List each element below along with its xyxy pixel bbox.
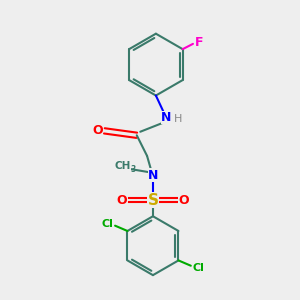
- Text: 3: 3: [130, 165, 136, 174]
- Text: S: S: [147, 193, 158, 208]
- Text: Cl: Cl: [101, 219, 113, 229]
- Text: N: N: [148, 169, 158, 182]
- Text: O: O: [93, 124, 103, 137]
- Text: CH: CH: [115, 160, 131, 171]
- Text: O: O: [178, 194, 189, 207]
- Text: O: O: [117, 194, 127, 207]
- Text: F: F: [195, 36, 203, 49]
- Text: N: N: [161, 111, 171, 124]
- Text: H: H: [174, 114, 183, 124]
- Text: Cl: Cl: [193, 263, 204, 273]
